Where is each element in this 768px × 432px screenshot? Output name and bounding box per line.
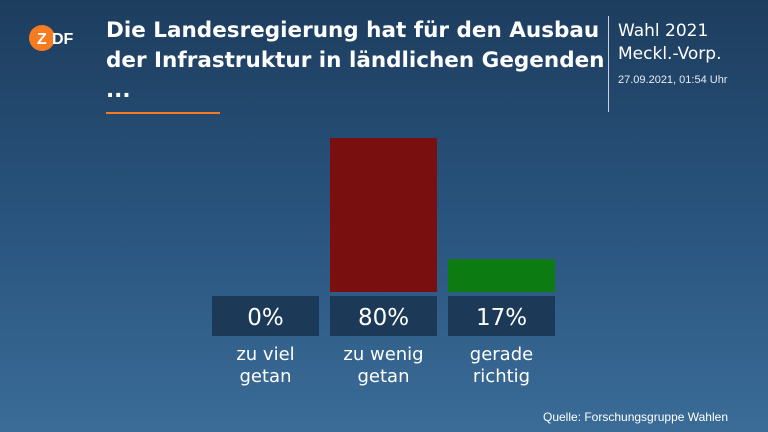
value-label-box [330, 296, 437, 336]
value-label: 0% [247, 305, 284, 331]
election-title-line-1: Wahl 2021 [618, 21, 709, 41]
zdf-logo: Z DF [29, 25, 74, 51]
category-label: getan [240, 366, 292, 387]
category-label: zu wenig [343, 344, 423, 365]
bar [448, 259, 555, 292]
title-line-3: ... [106, 78, 131, 103]
header-divider [608, 16, 609, 112]
category-label: gerade [470, 344, 533, 365]
chart-title: Die Landesregierung hat für den Ausbau d… [106, 16, 605, 106]
election-title-line-2: Meckl.-Vorp. [618, 44, 722, 64]
title-line-2: der Infrastruktur in ländlichen Gegenden [106, 48, 605, 73]
value-label: 80% [358, 305, 409, 331]
value-label-box [448, 296, 555, 336]
election-info: Wahl 2021 Meckl.-Vorp. 27.09.2021, 01:54… [618, 20, 727, 86]
value-label-box [212, 296, 319, 336]
title-underline [106, 112, 220, 114]
title-line-1: Die Landesregierung hat für den Ausbau [106, 18, 600, 43]
svg-text:Z: Z [37, 31, 47, 48]
category-label: zu viel [236, 344, 294, 365]
value-label: 17% [476, 305, 527, 331]
category-label: getan [358, 366, 410, 387]
category-label: richtig [473, 366, 530, 387]
svg-text:DF: DF [52, 31, 74, 48]
source-note: Quelle: Forschungsgruppe Wahlen [543, 410, 728, 424]
timestamp: 27.09.2021, 01:54 Uhr [618, 74, 728, 86]
bar [330, 138, 437, 292]
